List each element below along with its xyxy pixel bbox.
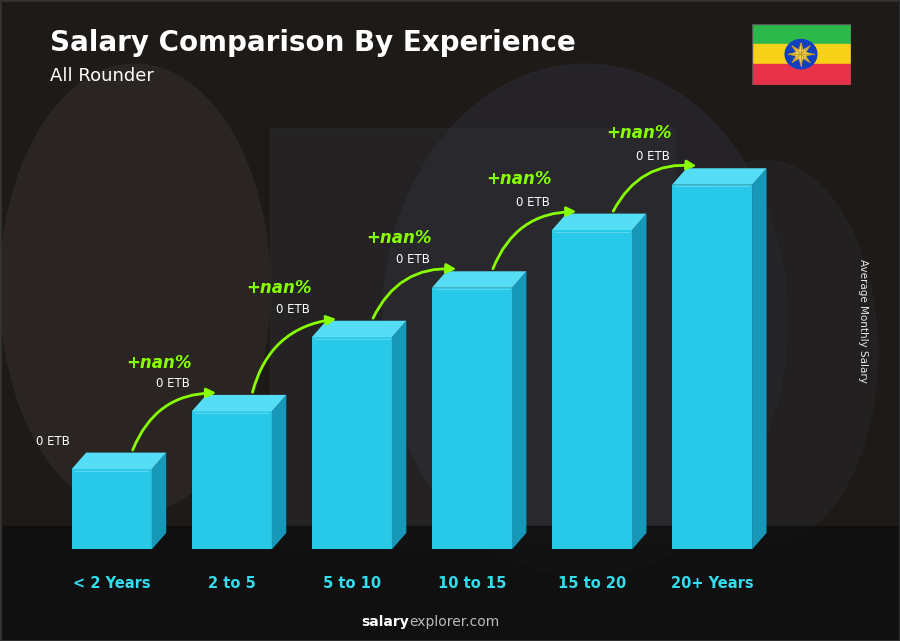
Text: +nan%: +nan% bbox=[607, 124, 671, 142]
Polygon shape bbox=[72, 453, 166, 469]
Polygon shape bbox=[552, 213, 646, 230]
Text: +nan%: +nan% bbox=[126, 354, 192, 372]
Text: 0 ETB: 0 ETB bbox=[516, 196, 550, 209]
Polygon shape bbox=[152, 453, 166, 549]
Bar bbox=[752, 24, 850, 44]
Text: +nan%: +nan% bbox=[246, 279, 311, 297]
Polygon shape bbox=[512, 271, 526, 549]
Text: +nan%: +nan% bbox=[366, 229, 432, 247]
Polygon shape bbox=[672, 168, 767, 185]
Text: 15 to 20: 15 to 20 bbox=[558, 576, 626, 591]
Polygon shape bbox=[552, 230, 632, 549]
Bar bbox=[752, 64, 850, 85]
Text: 20+ Years: 20+ Years bbox=[670, 576, 753, 591]
Polygon shape bbox=[672, 185, 752, 549]
Polygon shape bbox=[272, 395, 286, 549]
Polygon shape bbox=[632, 213, 646, 549]
Ellipse shape bbox=[382, 64, 788, 577]
Bar bbox=[270, 128, 675, 545]
Polygon shape bbox=[311, 337, 392, 549]
Text: +nan%: +nan% bbox=[486, 171, 552, 188]
Polygon shape bbox=[72, 469, 152, 549]
Polygon shape bbox=[432, 288, 512, 549]
Text: 0 ETB: 0 ETB bbox=[36, 435, 69, 447]
Text: 10 to 15: 10 to 15 bbox=[437, 576, 506, 591]
Text: 2 to 5: 2 to 5 bbox=[208, 576, 256, 591]
Bar bbox=[752, 44, 850, 64]
Ellipse shape bbox=[0, 64, 270, 513]
Polygon shape bbox=[788, 42, 814, 66]
Text: 0 ETB: 0 ETB bbox=[275, 303, 310, 316]
Circle shape bbox=[785, 40, 817, 69]
Polygon shape bbox=[192, 395, 286, 412]
Text: explorer.com: explorer.com bbox=[410, 615, 500, 629]
Text: < 2 Years: < 2 Years bbox=[73, 576, 150, 591]
Text: All Rounder: All Rounder bbox=[50, 67, 153, 85]
Polygon shape bbox=[432, 271, 526, 288]
Polygon shape bbox=[192, 412, 272, 549]
Text: 5 to 10: 5 to 10 bbox=[323, 576, 381, 591]
Text: 0 ETB: 0 ETB bbox=[156, 377, 190, 390]
Text: Average Monthly Salary: Average Monthly Salary bbox=[859, 258, 868, 383]
Text: salary: salary bbox=[362, 615, 410, 629]
Ellipse shape bbox=[652, 160, 878, 545]
Polygon shape bbox=[752, 168, 767, 549]
Bar bbox=[0, 526, 900, 641]
Text: Salary Comparison By Experience: Salary Comparison By Experience bbox=[50, 29, 575, 57]
Polygon shape bbox=[392, 320, 406, 549]
Text: 0 ETB: 0 ETB bbox=[396, 253, 429, 267]
Text: 0 ETB: 0 ETB bbox=[636, 151, 670, 163]
Polygon shape bbox=[311, 320, 406, 337]
